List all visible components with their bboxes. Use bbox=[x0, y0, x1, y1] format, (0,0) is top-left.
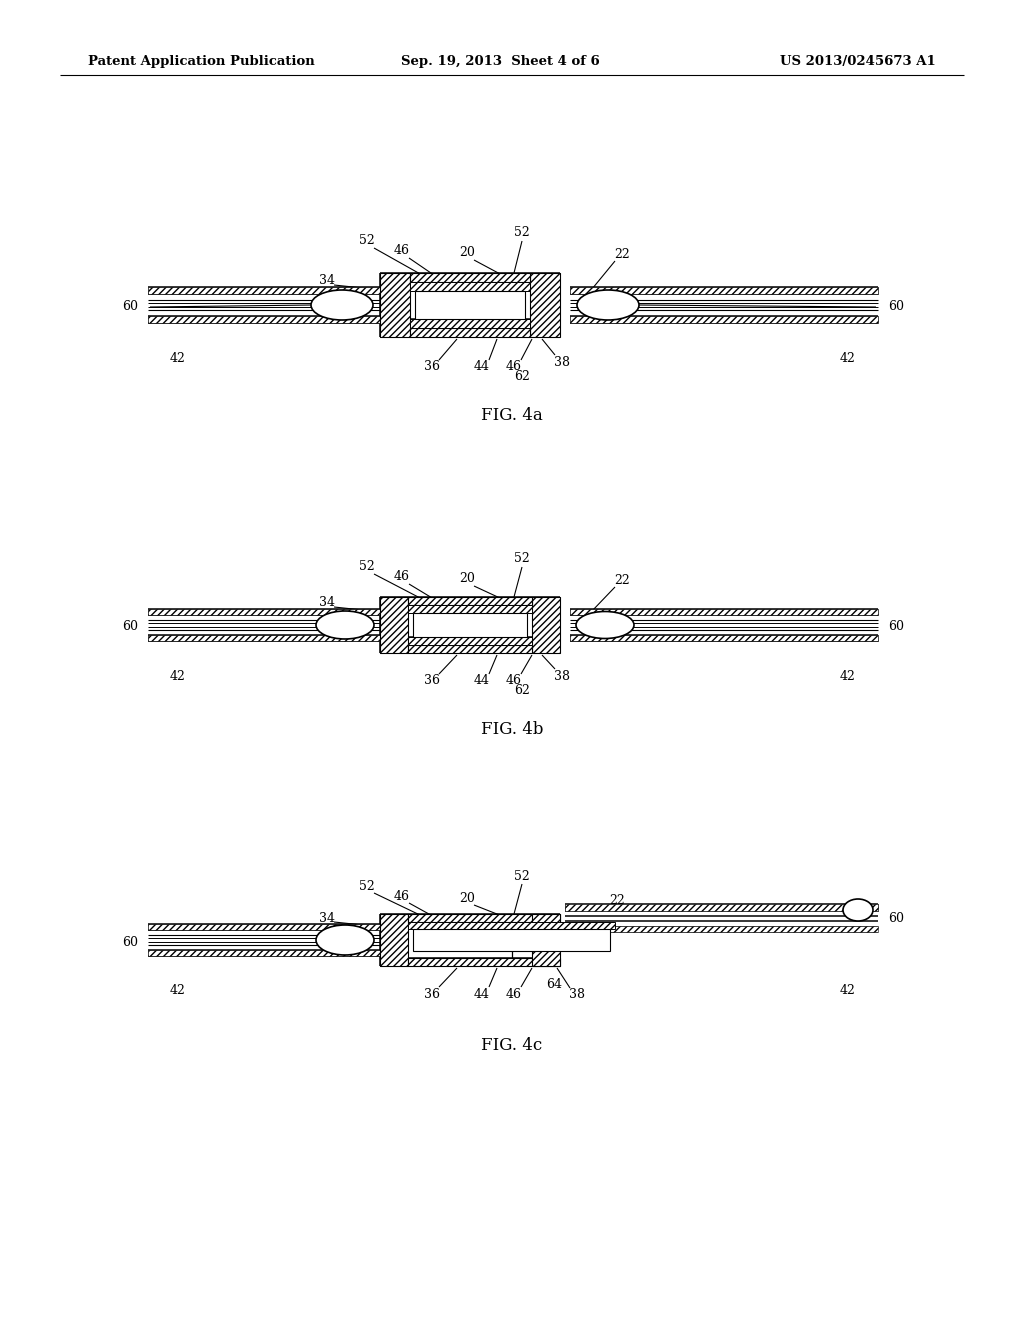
Text: 46: 46 bbox=[394, 244, 410, 257]
Text: 22: 22 bbox=[614, 248, 630, 261]
Text: 60: 60 bbox=[888, 912, 904, 924]
Text: 38: 38 bbox=[554, 355, 570, 368]
Bar bbox=[410, 282, 530, 290]
Text: 52: 52 bbox=[514, 553, 529, 565]
Text: FIG. 4b: FIG. 4b bbox=[480, 722, 544, 738]
Bar bbox=[380, 913, 408, 966]
Text: 44: 44 bbox=[474, 987, 490, 1001]
Bar bbox=[565, 904, 878, 911]
Text: 42: 42 bbox=[840, 351, 856, 364]
Text: FIG. 4c: FIG. 4c bbox=[481, 1036, 543, 1053]
Text: 60: 60 bbox=[888, 620, 904, 634]
Bar bbox=[410, 327, 530, 337]
Text: 46: 46 bbox=[394, 890, 410, 903]
Bar bbox=[408, 921, 615, 929]
Text: 44: 44 bbox=[474, 675, 490, 688]
Bar bbox=[408, 645, 532, 653]
Text: 44: 44 bbox=[474, 360, 490, 374]
Text: 34: 34 bbox=[319, 912, 335, 924]
Bar bbox=[148, 286, 380, 294]
Text: 38: 38 bbox=[569, 987, 585, 1001]
Bar bbox=[408, 958, 560, 966]
Bar bbox=[532, 913, 560, 966]
Bar bbox=[530, 273, 560, 337]
Bar bbox=[148, 315, 380, 323]
Text: 42: 42 bbox=[840, 985, 856, 998]
Ellipse shape bbox=[843, 899, 873, 921]
Text: 52: 52 bbox=[359, 561, 375, 573]
Text: 60: 60 bbox=[122, 301, 138, 314]
Text: 64: 64 bbox=[546, 978, 562, 990]
Text: 34: 34 bbox=[319, 275, 335, 288]
Bar bbox=[408, 605, 532, 612]
Bar bbox=[148, 609, 380, 615]
Text: Patent Application Publication: Patent Application Publication bbox=[88, 55, 314, 69]
Text: 42: 42 bbox=[170, 669, 186, 682]
Bar bbox=[570, 286, 878, 294]
Text: 38: 38 bbox=[554, 669, 570, 682]
Text: 60: 60 bbox=[122, 620, 138, 634]
Bar bbox=[148, 924, 380, 931]
Bar bbox=[380, 597, 408, 653]
Bar bbox=[410, 319, 530, 327]
Text: 60: 60 bbox=[888, 301, 904, 314]
Text: 60: 60 bbox=[122, 936, 138, 949]
Bar bbox=[148, 950, 380, 956]
Bar bbox=[408, 597, 532, 605]
Bar bbox=[415, 290, 525, 319]
Bar bbox=[532, 597, 560, 653]
Text: 42: 42 bbox=[840, 669, 856, 682]
Ellipse shape bbox=[577, 290, 639, 319]
Bar bbox=[410, 273, 530, 282]
Ellipse shape bbox=[311, 290, 373, 319]
Text: 22: 22 bbox=[614, 574, 630, 587]
Text: 36: 36 bbox=[424, 360, 440, 374]
Text: FIG. 4a: FIG. 4a bbox=[481, 407, 543, 424]
Bar bbox=[570, 635, 878, 642]
Text: 36: 36 bbox=[424, 987, 440, 1001]
Text: 42: 42 bbox=[170, 985, 186, 998]
Text: 46: 46 bbox=[506, 675, 522, 688]
Bar bbox=[380, 273, 410, 337]
Text: 20: 20 bbox=[459, 891, 475, 904]
Text: 22: 22 bbox=[609, 894, 625, 907]
Bar bbox=[565, 904, 878, 911]
Text: 20: 20 bbox=[459, 573, 475, 586]
Text: 52: 52 bbox=[514, 870, 529, 883]
Bar bbox=[570, 315, 878, 323]
Text: 46: 46 bbox=[394, 570, 410, 583]
Text: 52: 52 bbox=[359, 879, 375, 892]
Bar bbox=[565, 927, 878, 932]
Text: 52: 52 bbox=[359, 235, 375, 248]
Text: 36: 36 bbox=[424, 675, 440, 688]
Text: Sep. 19, 2013  Sheet 4 of 6: Sep. 19, 2013 Sheet 4 of 6 bbox=[400, 55, 599, 69]
Text: 46: 46 bbox=[506, 360, 522, 374]
Text: 52: 52 bbox=[514, 227, 529, 239]
Bar bbox=[148, 635, 380, 642]
Text: 20: 20 bbox=[459, 247, 475, 260]
Bar bbox=[408, 638, 532, 645]
Bar bbox=[570, 609, 878, 615]
Bar bbox=[413, 612, 527, 638]
Text: 46: 46 bbox=[506, 987, 522, 1001]
Bar bbox=[413, 929, 610, 950]
Text: 62: 62 bbox=[514, 371, 530, 384]
Ellipse shape bbox=[575, 611, 634, 639]
Bar bbox=[408, 913, 560, 921]
Text: US 2013/0245673 A1: US 2013/0245673 A1 bbox=[780, 55, 936, 69]
Text: 42: 42 bbox=[170, 351, 186, 364]
Ellipse shape bbox=[316, 611, 374, 639]
Ellipse shape bbox=[316, 925, 374, 954]
Text: 62: 62 bbox=[514, 685, 530, 697]
Text: 34: 34 bbox=[319, 597, 335, 610]
